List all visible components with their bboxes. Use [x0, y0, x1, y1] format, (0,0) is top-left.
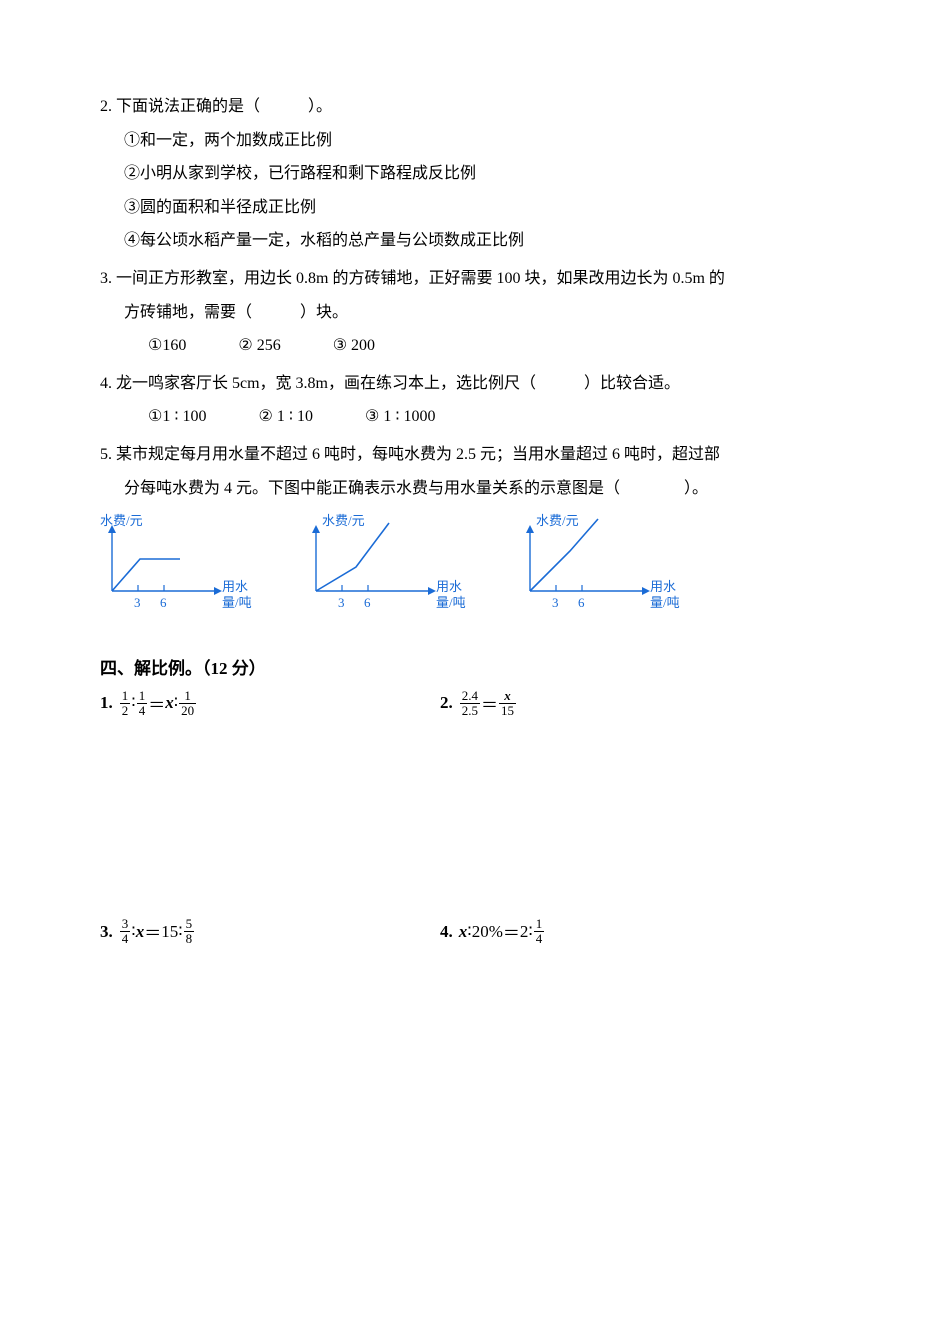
q3-stem-line1: 3. 一间正方形教室，用边长 0.8m 的方砖铺地，正好需要 100 块，如果改…	[100, 262, 870, 296]
q3-stem-line2: 方砖铺地，需要（ ）块。	[100, 296, 870, 330]
question-2: 2. 下面说法正确的是（ ）。 ①和一定，两个加数成正比例 ②小明从家到学校，已…	[100, 90, 870, 258]
equals: ＝	[503, 919, 520, 944]
q4-option-3: ③ 1 ∶ 1000	[365, 400, 436, 434]
chart2-line	[316, 523, 389, 591]
chart3-line	[530, 519, 598, 591]
chart-ylabel: 水费/元	[536, 513, 579, 528]
fraction: 3 4	[120, 917, 131, 945]
equation-4: 4. x ∶ 20% ＝ 2 ∶ 1 4	[440, 917, 545, 945]
chart-3: 水费/元 3 6 用水 量/吨	[518, 511, 708, 626]
x-arrow-icon	[214, 587, 222, 595]
q2-option-4: ④每公顷水稻产量一定，水稻的总产量与公顷数成正比例	[100, 224, 870, 258]
eq2-label: 2.	[440, 693, 453, 713]
q3-option-3: ③ 200	[333, 329, 375, 363]
equation-row-1: 1. 1 2 ∶ 1 4 ＝ x ∶ 1 20 2. 2.4 2.5	[100, 689, 870, 717]
q5-stem-line1: 5. 某市规定每月用水量不超过 6 吨时，每吨水费为 2.5 元；当用水量超过 …	[100, 438, 870, 472]
fraction: 2.4 2.5	[460, 689, 480, 717]
fraction: 1 4	[137, 689, 148, 717]
variable-x: x	[459, 922, 468, 942]
q4-option-2: ② 1 ∶ 10	[259, 400, 314, 434]
worksheet-page: 2. 下面说法正确的是（ ）。 ①和一定，两个加数成正比例 ②小明从家到学校，已…	[0, 0, 950, 1106]
xlabel-top: 用水	[436, 579, 462, 594]
tick-label-3: 3	[338, 595, 345, 610]
fraction: 1 2	[120, 689, 131, 717]
q2-option-1: ①和一定，两个加数成正比例	[100, 124, 870, 158]
xlabel-bot: 量/吨	[650, 595, 680, 610]
q2-stem: 2. 下面说法正确的是（ ）。	[100, 90, 870, 124]
colon: ∶	[174, 693, 178, 713]
question-3: 3. 一间正方形教室，用边长 0.8m 的方砖铺地，正好需要 100 块，如果改…	[100, 262, 870, 363]
variable-x: x	[136, 922, 145, 942]
literal-2: 2	[520, 922, 529, 942]
equation-row-2: 3. 3 4 ∶ x ＝ 15 ∶ 5 8 4. x ∶ 20% ＝ 2 ∶	[100, 917, 870, 945]
equals: ＝	[481, 691, 498, 716]
fraction: 5 8	[184, 917, 195, 945]
xlabel-bot: 量/吨	[222, 595, 252, 610]
xlabel-top: 用水	[650, 579, 676, 594]
q4-options: ①1 ∶ 100 ② 1 ∶ 10 ③ 1 ∶ 1000	[100, 400, 870, 434]
x-arrow-icon	[428, 587, 436, 595]
chart-ylabel: 水费/元	[322, 513, 365, 528]
chart1-line	[112, 559, 180, 591]
eq3-label: 3.	[100, 922, 113, 942]
y-arrow-icon	[312, 525, 320, 533]
section-4-title: 四、解比例。（12 分）	[100, 654, 870, 679]
equation-3: 3. 3 4 ∶ x ＝ 15 ∶ 5 8	[100, 917, 440, 945]
colon: ∶	[528, 922, 532, 942]
y-arrow-icon	[526, 525, 534, 533]
question-5: 5. 某市规定每月用水量不超过 6 吨时，每吨水费为 2.5 元；当用水量超过 …	[100, 438, 870, 505]
equals: ＝	[144, 919, 161, 944]
q5-stem-line2: 分每吨水费为 4 元。下图中能正确表示水费与用水量关系的示意图是（ ）。	[100, 472, 870, 506]
q2-option-3: ③圆的面积和半径成正比例	[100, 191, 870, 225]
chart-1: 水费/元 3 6 用水 量/吨	[100, 511, 280, 626]
colon: ∶	[178, 922, 182, 942]
tick-label-3: 3	[134, 595, 141, 610]
xlabel-bot: 量/吨	[436, 595, 466, 610]
percent-20: 20%	[472, 922, 503, 942]
x-arrow-icon	[642, 587, 650, 595]
variable-x: x	[165, 693, 174, 713]
tick-label-3: 3	[552, 595, 559, 610]
equation-2: 2. 2.4 2.5 ＝ x 15	[440, 689, 517, 717]
colon: ∶	[131, 693, 135, 713]
tick-label-6: 6	[578, 595, 585, 610]
chart-2: 水费/元 3 6 用水 量/吨	[304, 511, 494, 626]
q3-option-2: ② 256	[238, 329, 280, 363]
question-4: 4. 龙一鸣家客厅长 5cm，宽 3.8m，画在练习本上，选比例尺（ ）比较合适…	[100, 367, 870, 434]
chart-row: 水费/元 3 6 用水 量/吨 水费/元 3 6 用水 量/吨	[100, 511, 870, 626]
q3-option-1: ①160	[148, 329, 186, 363]
q4-option-1: ①1 ∶ 100	[148, 400, 207, 434]
xlabel-top: 用水	[222, 579, 248, 594]
equation-1: 1. 1 2 ∶ 1 4 ＝ x ∶ 1 20	[100, 689, 440, 717]
fraction: 1 20	[179, 689, 196, 717]
fraction: 1 4	[534, 917, 545, 945]
eq1-label: 1.	[100, 693, 113, 713]
variable-x: x	[502, 689, 513, 703]
literal-15: 15	[161, 922, 178, 942]
tick-label-6: 6	[160, 595, 167, 610]
equals: ＝	[148, 691, 165, 716]
q4-stem: 4. 龙一鸣家客厅长 5cm，宽 3.8m，画在练习本上，选比例尺（ ）比较合适…	[100, 367, 870, 401]
chart-ylabel: 水费/元	[100, 513, 143, 528]
q3-options: ①160 ② 256 ③ 200	[100, 329, 870, 363]
q2-option-2: ②小明从家到学校，已行路程和剩下路程成反比例	[100, 157, 870, 191]
tick-label-6: 6	[364, 595, 371, 610]
fraction: x 15	[499, 689, 516, 717]
eq4-label: 4.	[440, 922, 453, 942]
